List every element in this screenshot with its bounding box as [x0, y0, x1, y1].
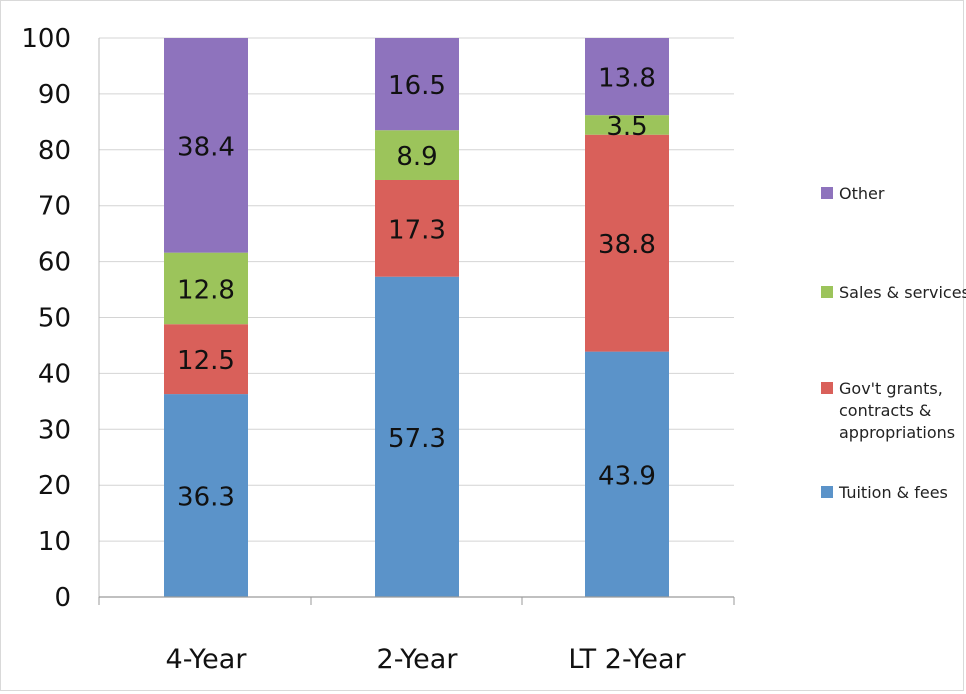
data-label: 8.9 [396, 142, 437, 172]
data-label: 38.4 [177, 132, 235, 162]
data-label: 57.3 [388, 424, 446, 454]
y-tick-label: 0 [54, 583, 71, 613]
y-tick-label: 90 [38, 80, 71, 110]
y-tick-label: 20 [38, 471, 71, 501]
data-label: 13.8 [598, 64, 656, 94]
legend-swatch [821, 486, 833, 498]
y-tick-label: 50 [38, 304, 71, 334]
bar-segment [164, 324, 248, 395]
y-tick-label: 80 [38, 136, 71, 166]
legend: Other Sales & services Gov't grants, contra… [821, 184, 966, 502]
y-tick-label: 60 [38, 248, 71, 278]
data-labels: 36.3 12.5 12.8 38.4 57.3 17.3 8.9 16.5 43.9 38.8 3… [177, 64, 656, 513]
x-category-label: 2-Year [377, 644, 459, 675]
x-category-labels: 4-Year 2-Year LT 2-Year [166, 644, 687, 675]
bars [164, 38, 669, 597]
x-category-label: LT 2-Year [568, 644, 686, 675]
bar-segment [164, 252, 248, 325]
bar-segment [375, 130, 459, 180]
y-tick-label: 40 [38, 359, 71, 389]
bar-segment [164, 394, 248, 597]
bar-segment [585, 134, 669, 352]
legend-swatch [821, 187, 833, 199]
data-label: 12.5 [177, 346, 235, 376]
bar-segment [375, 38, 459, 131]
y-tick-label: 30 [38, 415, 71, 445]
data-label: 3.5 [606, 112, 647, 142]
bar-segment [585, 38, 669, 116]
legend-swatch [821, 286, 833, 298]
data-label: 12.8 [177, 275, 235, 305]
bar-segment [375, 179, 459, 277]
legend-label: Gov't grants, [839, 379, 943, 398]
x-category-label: 4-Year [166, 644, 248, 675]
legend-swatch [821, 382, 833, 394]
y-tick-label: 70 [38, 192, 71, 222]
bar-segment [585, 351, 669, 597]
y-tick-labels: 0 10 20 30 40 50 60 70 80 90 100 [21, 24, 71, 613]
legend-label: Tuition & fees [838, 483, 948, 502]
data-label: 16.5 [388, 71, 446, 101]
y-tick-label: 100 [21, 24, 71, 54]
legend-label: Other [839, 184, 885, 203]
bar-segment [585, 115, 669, 135]
axes [98, 38, 735, 605]
data-label: 43.9 [598, 461, 656, 491]
legend-label: Sales & services [839, 283, 966, 302]
data-label: 36.3 [177, 483, 235, 513]
data-label: 17.3 [388, 215, 446, 245]
legend-label: contracts & [839, 401, 931, 420]
bar-segment [375, 276, 459, 597]
legend-label: appropriations [839, 423, 955, 442]
y-tick-label: 10 [38, 527, 71, 557]
bar-segment [164, 38, 248, 253]
data-label: 38.8 [598, 230, 656, 260]
